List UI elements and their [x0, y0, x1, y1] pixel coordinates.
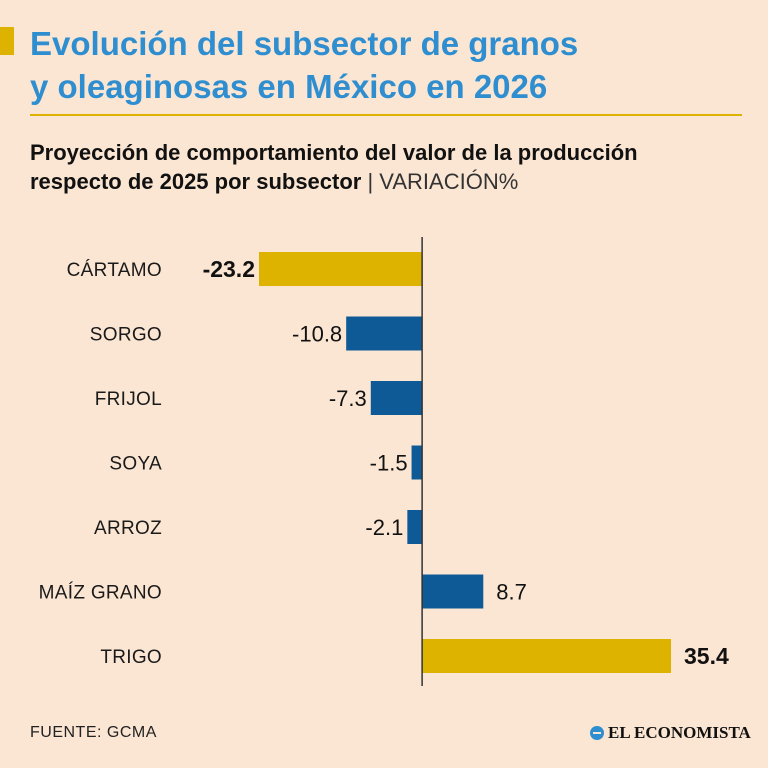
data-label: -7.3 — [329, 386, 367, 411]
title-line-1: Evolución del subsector de granos — [30, 25, 579, 62]
bar-maiz-grano — [422, 574, 484, 609]
title-line-2: y oleaginosas en México en 2026 — [30, 68, 548, 105]
chart-subtitle: Proyección de comportamiento del valor d… — [30, 138, 750, 196]
subtitle-line-1: Proyección de comportamiento del valor d… — [30, 140, 638, 165]
category-label: SORGO — [90, 325, 162, 346]
data-label: -1.5 — [370, 451, 408, 476]
brand-icon — [590, 726, 604, 740]
bar-trigo — [422, 639, 671, 673]
data-label: -2.1 — [365, 515, 403, 540]
category-label: FRIJOL — [95, 389, 162, 410]
subtitle-line-2: respecto de 2025 por subsector — [30, 169, 362, 194]
bar-arroz — [407, 510, 423, 544]
bar-sorgo — [346, 316, 423, 351]
source-note: FUENTE: GCMA — [30, 724, 157, 741]
category-label: TRIGO — [100, 647, 162, 668]
category-label: SOYA — [109, 454, 162, 475]
category-label: MAÍZ GRANO — [39, 583, 162, 604]
bar-soya — [411, 445, 423, 480]
unit-label: | VARIACIÓN% — [367, 169, 519, 194]
accent-bar — [0, 27, 14, 55]
brand-logo: EL ECONOMISTA — [590, 723, 751, 743]
data-label: 8.7 — [496, 580, 527, 605]
data-label: -10.8 — [292, 322, 342, 347]
title-divider — [30, 114, 742, 116]
data-label: 35.4 — [684, 643, 729, 669]
data-label: -23.2 — [203, 256, 255, 282]
category-label: CÁRTAMO — [67, 260, 162, 281]
bar-frijol — [370, 381, 423, 415]
bar-cartamo — [259, 252, 423, 286]
page-title: Evolución del subsector de granos y olea… — [30, 22, 750, 108]
brand-name: EL ECONOMISTA — [608, 723, 751, 742]
category-label: ARROZ — [94, 518, 162, 539]
